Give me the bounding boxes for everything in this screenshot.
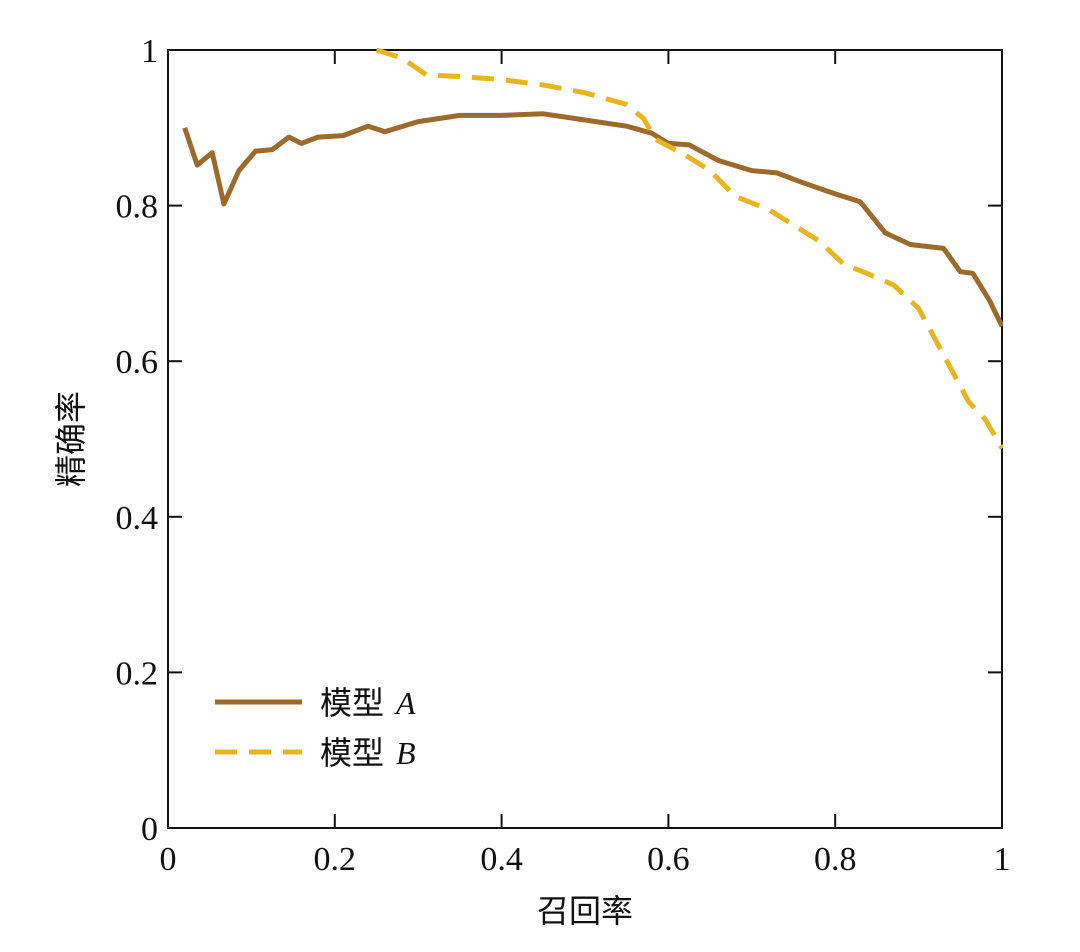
- legend-label-model-a: 模型 A: [320, 684, 416, 722]
- x-tick-label: 0.6: [647, 841, 690, 878]
- y-tick-label: 1: [141, 33, 158, 70]
- y-axis-title: 精确率: [52, 391, 90, 487]
- legend-label-main: 模型: [320, 684, 384, 722]
- y-tick-label: 0.8: [116, 189, 159, 226]
- series-line-model-b: [375, 48, 1003, 450]
- y-tick-label: 0.2: [116, 655, 159, 692]
- y-axis-ticks: 0 0.2 0.4 0.6 0.8 1: [116, 33, 1002, 848]
- legend-label-letter: A: [394, 685, 416, 721]
- series-layer: [182, 48, 1003, 450]
- y-tick-label: 0.6: [116, 344, 159, 381]
- x-axis-title: 召回率: [537, 892, 633, 930]
- legend-label-model-b: 模型 B: [320, 734, 416, 772]
- x-tick-label: 0.4: [480, 841, 523, 878]
- plot-frame: [167, 49, 1003, 829]
- series-line-model-a: [182, 111, 1003, 328]
- y-tick-label: 0.4: [116, 500, 159, 537]
- y-tick-label: 0: [141, 811, 158, 848]
- legend-label-letter: B: [396, 735, 416, 771]
- x-tick-label: 1: [994, 841, 1011, 878]
- x-axis-ticks: 0 0.2 0.4 0.6 0.8 1: [160, 50, 1011, 878]
- legend-label-main: 模型: [320, 734, 384, 772]
- x-tick-label: 0.8: [814, 841, 857, 878]
- x-tick-label: 0: [160, 841, 177, 878]
- legend: 模型 A 模型 B: [215, 684, 416, 772]
- x-tick-label: 0.2: [314, 841, 357, 878]
